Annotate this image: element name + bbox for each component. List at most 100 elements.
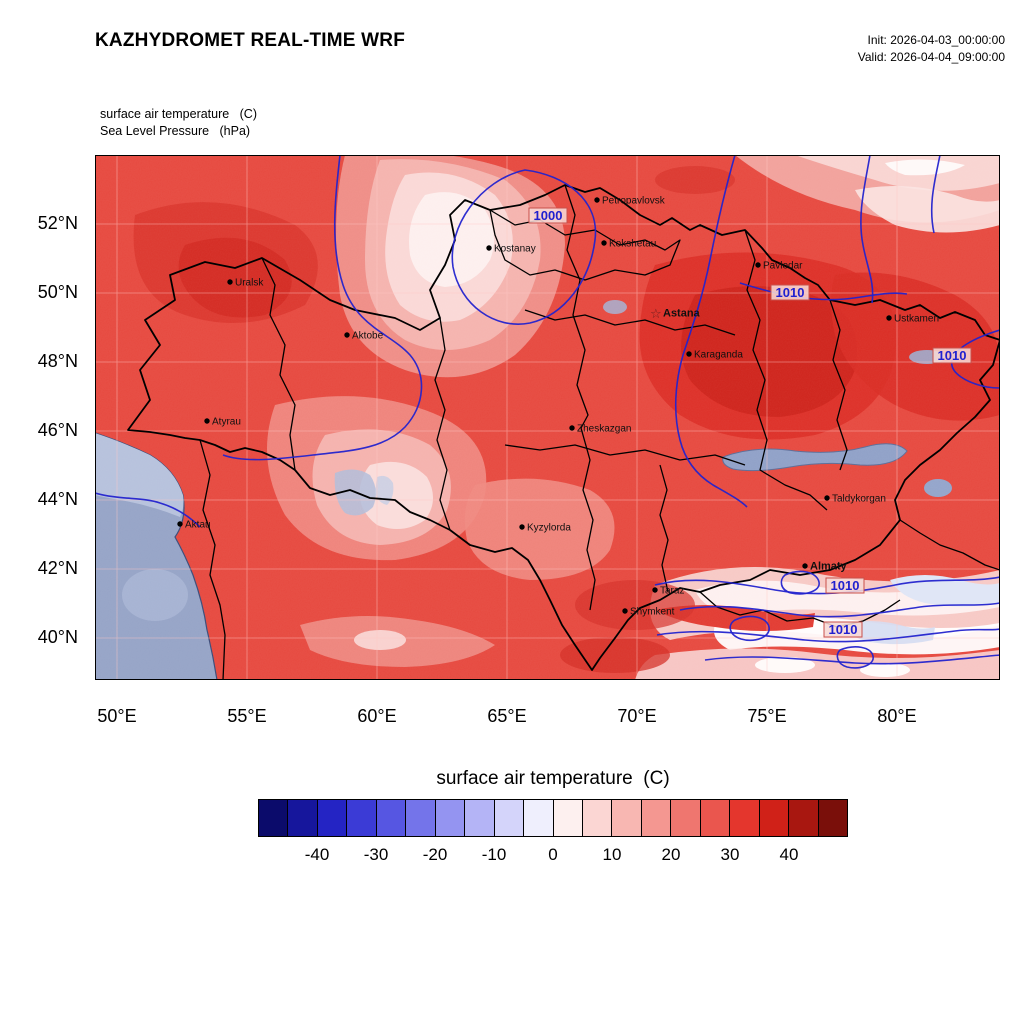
city-label: Kostanay (494, 244, 536, 255)
colorbar-title: surface air temperature (C) (436, 768, 670, 789)
city-label: Aktobe (352, 331, 384, 342)
colorbar-segment (611, 800, 641, 836)
colorbar-segment (259, 800, 288, 836)
pressure-label-1010: 1010 (823, 621, 863, 638)
map-frame-border (95, 155, 1000, 680)
colorbar-tick-label: 0 (548, 845, 558, 864)
colorbar-segment (316, 800, 347, 836)
lon-tick-label: 80°E (877, 706, 917, 726)
colorbar-segment (758, 800, 789, 836)
colorbar-tick-label: -10 (481, 845, 507, 864)
region-border (829, 299, 848, 471)
city-label: Astana (663, 308, 701, 320)
city-dot (177, 521, 183, 527)
pressure-label-box (825, 577, 865, 594)
pressure-label-box (528, 207, 568, 224)
colorbar-segment (464, 800, 494, 836)
city-label: Almaty (810, 561, 848, 573)
city-dot (622, 608, 628, 614)
region-border (504, 444, 746, 466)
pressure-label-text: 1010 (938, 348, 967, 363)
city-label: Petropavlovsk (602, 196, 666, 207)
init-time: Init: 2026-04-03_00:00:00 (867, 33, 1005, 47)
region-border (564, 184, 589, 429)
city-dot (486, 245, 492, 251)
capital-star-icon: ☆ (650, 307, 662, 322)
colorbar-segment (581, 800, 612, 836)
pressure-label-text: 1010 (776, 285, 805, 300)
colorbar-tick-label: 20 (661, 845, 681, 864)
city-karaganda: Karaganda (686, 350, 743, 361)
city-markers-layer: Petropavlovsk Kostanay Kokshetau Pavlodar Ur… (177, 196, 939, 618)
colorbar-segment (493, 800, 524, 836)
region-border (580, 427, 596, 611)
colorbar-tick-label: -20 (422, 845, 448, 864)
pressure-label-1010: 1010 (770, 284, 810, 301)
colorbar-tick-label: 10 (602, 845, 622, 864)
lat-tick-label: 48°N (37, 351, 78, 371)
city-dot (824, 495, 830, 501)
colorbar-segment (405, 800, 435, 836)
city-kokshetau: Kokshetau (601, 239, 656, 250)
pressure-label-text: 1010 (831, 578, 860, 593)
region-border (489, 209, 681, 281)
temperature-colorbar (258, 799, 848, 837)
admin-borders-layer (127, 184, 1000, 680)
run-times: Init: 2026-04-03_00:00:00 Valid: 2026-04… (858, 32, 1005, 66)
city-dot (802, 563, 808, 569)
lon-tick-label: 70°E (617, 706, 657, 726)
lon-tick-label: 60°E (357, 706, 397, 726)
pressure-label-1000: 1000 (528, 207, 568, 224)
valid-time: Valid: 2026-04-04_09:00:00 (857, 49, 1005, 64)
city-zheskazgan: Zheskazgan (569, 424, 631, 435)
colorbar-segment (523, 800, 553, 836)
map-area: Petropavlovsk Kostanay Kokshetau Pavlodar Ur… (95, 155, 1000, 680)
city-label: Kokshetau (609, 239, 656, 250)
kazakhstan-outline (127, 184, 1000, 671)
city-dot (652, 587, 658, 593)
lon-tick-label: 75°E (747, 706, 787, 726)
lat-tick-label: 44°N (37, 489, 78, 509)
colorbar-tick-label: -40 (304, 845, 330, 864)
colorbar-segment (699, 800, 730, 836)
lat-tick-label: 42°N (37, 558, 78, 578)
city-shymkent: Shymkent (622, 607, 675, 618)
weather-map: Petropavlovsk Kostanay Kokshetau Pavlodar Ur… (95, 155, 1000, 680)
subtitle-pressure: Sea Level Pressure (hPa) (100, 123, 251, 138)
city-dot (569, 425, 575, 431)
region-border (261, 257, 296, 471)
subtitle-temperature: surface air temperature (C) (100, 107, 257, 121)
colorbar-segment (640, 800, 671, 836)
city-dot (594, 197, 600, 203)
city-dot (204, 418, 210, 424)
region-border (199, 439, 226, 680)
region-border (524, 309, 736, 336)
city-label: Karaganda (694, 350, 743, 361)
city-petropavlovsk: Petropavlovsk (594, 196, 666, 207)
city-label: Kyzylorda (527, 523, 571, 534)
pressure-label-1010: 1010 (932, 347, 972, 364)
city-uralsk: Uralsk (227, 278, 264, 289)
pressure-label-box (770, 284, 810, 301)
city-label: Uralsk (235, 278, 264, 289)
city-kostanay: Kostanay (486, 244, 536, 255)
pressure-label-box (932, 347, 972, 364)
lon-tick-label: 50°E (97, 706, 137, 726)
pressure-label-box (823, 621, 863, 638)
city-label: Aktau (185, 520, 211, 531)
city-dot (519, 524, 525, 530)
field-subtitle: surface air temperature (C) Sea Level Pr… (100, 106, 257, 140)
neighbor-border (899, 519, 1000, 571)
city-label: Atyrau (212, 417, 241, 428)
colorbar-tick-label: -30 (363, 845, 389, 864)
city-dot (755, 262, 761, 268)
city-label: Ustkamen (894, 314, 939, 325)
colorbar-tick-label: 40 (779, 845, 799, 864)
city-label: Shymkent (630, 607, 675, 618)
colorbar-segment (729, 800, 759, 836)
lat-tick-label: 52°N (37, 213, 78, 233)
city-label: Zheskazgan (577, 424, 631, 435)
city-taldykorgan: Taldykorgan (824, 494, 886, 505)
neighbor-border (699, 591, 901, 628)
